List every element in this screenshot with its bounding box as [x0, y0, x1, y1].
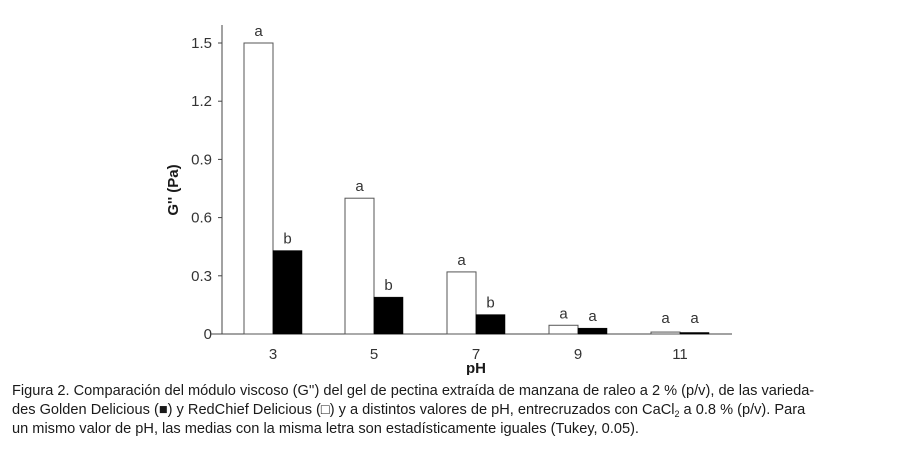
y-axis-title: G'' (Pa) — [165, 164, 182, 215]
significance-letter: a — [457, 252, 466, 269]
significance-letter: a — [559, 305, 568, 322]
significance-letter: a — [355, 178, 364, 195]
x-tick-label: 7 — [472, 346, 480, 363]
bar-golden — [679, 332, 710, 335]
x-tick-label: 9 — [574, 346, 582, 363]
x-tick-label: 11 — [672, 346, 688, 363]
significance-letter: a — [690, 310, 699, 327]
y-tick-label: 1.2 — [191, 93, 212, 110]
significance-letter: a — [588, 308, 597, 325]
y-tick-label: 0.3 — [191, 268, 212, 285]
bars: a b a b a b a a a a — [243, 23, 710, 335]
bar-chart: 0 0.3 0.6 0.9 1.2 1.5 3 5 7 9 11 a b a b a b a a a a G'' (… — [165, 23, 732, 375]
figure-caption: Figura 2. Comparación del módulo viscoso… — [12, 382, 892, 439]
x-tick-label: 5 — [370, 346, 378, 363]
y-tick-label: 0.6 — [191, 210, 212, 227]
y-tick-label: 1.5 — [191, 35, 212, 52]
bar-golden — [272, 250, 303, 335]
bar-redchief — [548, 324, 579, 335]
y-axis: 0 0.3 0.6 0.9 1.2 1.5 — [191, 25, 223, 343]
bar-redchief — [650, 331, 681, 335]
bar-redchief — [243, 42, 274, 335]
significance-letter: a — [661, 310, 670, 327]
bar-golden — [577, 327, 608, 335]
caption-line-2: des Golden Delicious (■) y RedChief Deli… — [12, 402, 806, 419]
significance-letter: b — [283, 231, 291, 248]
caption-line-1: Figura 2. Comparación del módulo viscoso… — [12, 383, 815, 399]
x-axis-title: pH — [466, 360, 486, 375]
significance-letter: b — [486, 295, 494, 312]
x-axis: 3 5 7 9 11 — [210, 333, 732, 363]
bar-redchief — [446, 271, 477, 335]
significance-letter: a — [254, 23, 263, 40]
bar-redchief — [344, 197, 375, 335]
x-tick-label: 3 — [269, 346, 277, 363]
y-tick-label: 0.9 — [191, 151, 212, 168]
bar-golden — [475, 314, 506, 335]
caption-line-3: un mismo valor de pH, las medias con la … — [12, 421, 639, 437]
y-tick-label: 0 — [204, 326, 212, 343]
bar-golden — [373, 296, 404, 335]
significance-letter: b — [384, 277, 392, 294]
